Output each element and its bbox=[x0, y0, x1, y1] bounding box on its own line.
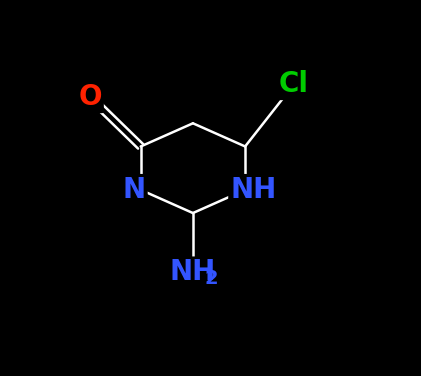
Text: O: O bbox=[78, 83, 102, 111]
Text: Cl: Cl bbox=[279, 70, 309, 98]
Text: NH: NH bbox=[170, 258, 216, 287]
Text: 2: 2 bbox=[204, 269, 218, 288]
Text: N: N bbox=[123, 176, 146, 204]
Text: NH: NH bbox=[230, 176, 277, 204]
